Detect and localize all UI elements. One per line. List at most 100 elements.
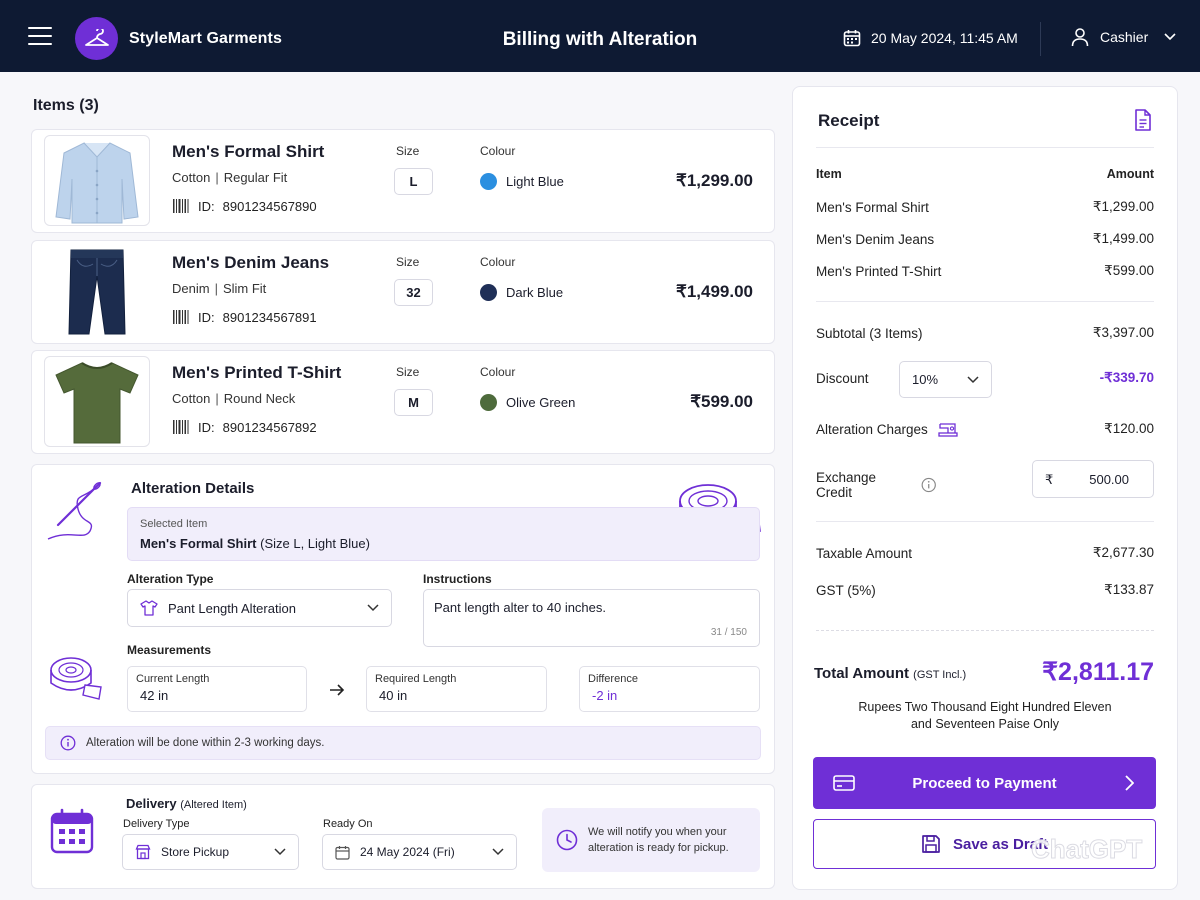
amount-in-words: Rupees Two Thousand Eight Hundred Eleven… xyxy=(816,699,1154,733)
page-title: Billing with Alteration xyxy=(502,29,698,50)
info-icon[interactable] xyxy=(921,477,936,493)
current-length-field[interactable]: Current Length 42 in xyxy=(127,666,307,712)
chevron-right-icon xyxy=(1125,775,1134,791)
hamburger-menu-icon[interactable] xyxy=(28,27,52,47)
taxable-row: Taxable Amount ₹2,677.30 xyxy=(816,545,1154,561)
calendar-icon xyxy=(843,30,861,47)
taxable-label: Taxable Amount xyxy=(816,545,913,561)
instructions-textarea[interactable]: Pant length alter to 40 inches. 31 / 150 xyxy=(423,589,760,647)
currency-symbol: ₹ xyxy=(1045,472,1054,487)
current-length-label: Current Length xyxy=(136,673,210,685)
item-price: ₹599.00 xyxy=(690,392,753,411)
item-name: Men's Formal Shirt xyxy=(172,142,325,161)
pickup-notice-line1: We will notify you when your xyxy=(588,826,727,838)
calendar-icon xyxy=(335,845,350,860)
watermark: ChatGPT xyxy=(1030,834,1143,865)
save-as-draft-button[interactable]: Save as Draft xyxy=(813,819,1156,869)
item-material: Cotton xyxy=(172,170,211,185)
discount-value: -₹339.70 xyxy=(1099,370,1154,385)
size-value[interactable]: L xyxy=(394,168,433,195)
barcode-icon xyxy=(173,420,189,434)
datetime-display: 20 May 2024, 11:45 AM xyxy=(843,29,1018,47)
id-value: 8901234567891 xyxy=(222,309,317,325)
exchange-credit-label: Exchange Credit xyxy=(816,470,877,500)
selected-item-name: Men's Formal Shirt xyxy=(140,536,257,551)
delivery-card: Delivery (Altered Item) Delivery Type St… xyxy=(31,784,775,889)
ready-on-select[interactable]: 24 May 2024 (Fri) xyxy=(322,834,517,870)
discount-select[interactable]: 10% xyxy=(899,361,992,398)
card-icon xyxy=(833,775,855,791)
datetime-text: 20 May 2024, 11:45 AM xyxy=(871,30,1018,46)
receipt-panel: Receipt Item Amount Men's Formal Shirt ₹1,… xyxy=(792,86,1178,890)
colour-swatch xyxy=(480,284,497,301)
receipt-line-amount: ₹1,299.00 xyxy=(1092,199,1154,214)
shirt-icon xyxy=(44,135,150,226)
colour-label: Colour xyxy=(480,365,516,379)
receipt-line: Men's Printed T-Shirt ₹599.00 xyxy=(816,263,1154,279)
brand-name: StyleMart Garments xyxy=(129,30,282,47)
alteration-charges-row: Alteration Charges ₹120.00 xyxy=(816,421,1154,437)
ready-on-label: Ready On xyxy=(323,818,373,830)
divider xyxy=(816,301,1154,302)
receipt-line: Men's Formal Shirt ₹1,299.00 xyxy=(816,199,1154,215)
receipt-line-item: Men's Formal Shirt xyxy=(816,199,929,215)
required-length-field[interactable]: Required Length 40 in xyxy=(366,666,547,712)
divider xyxy=(816,630,1154,631)
total-amount: ₹2,811.17 xyxy=(1042,658,1154,686)
discount-select-value: 10% xyxy=(912,372,939,387)
size-label: Size xyxy=(396,144,420,158)
size-value[interactable]: M xyxy=(394,389,433,416)
gst-label: GST (5%) xyxy=(816,582,876,598)
instructions-label: Instructions xyxy=(423,572,492,586)
document-icon[interactable] xyxy=(1133,109,1153,131)
proceed-to-payment-button[interactable]: Proceed to Payment xyxy=(813,757,1156,809)
item-fit: Slim Fit xyxy=(222,281,267,296)
subtotal-row: Subtotal (3 Items) ₹3,397.00 xyxy=(816,325,1154,341)
save-icon xyxy=(922,835,940,853)
pickup-notice-line2: alteration is ready for pickup. xyxy=(588,842,729,854)
size-value[interactable]: 32 xyxy=(394,279,433,306)
delivery-type-select[interactable]: Store Pickup xyxy=(122,834,299,870)
item-card[interactable]: Men's Formal Shirt Cotton | Regular Fit ID… xyxy=(31,129,775,233)
receipt-line-item: Men's Denim Jeans xyxy=(816,231,935,247)
required-length-value: 40 in xyxy=(379,688,408,703)
exchange-credit-input[interactable]: ₹ 500.00 xyxy=(1032,460,1154,498)
item-spec: Cotton | Round Neck xyxy=(172,391,296,406)
needle-thread-icon xyxy=(47,481,102,540)
chevron-down-icon xyxy=(1164,33,1176,41)
gst-value: ₹133.87 xyxy=(1104,582,1154,597)
item-material: Cotton xyxy=(172,391,211,406)
item-card[interactable]: Men's Denim Jeans Denim | Slim Fit ID: 8901… xyxy=(31,240,775,344)
alteration-note-text: Alteration will be done within 2-3 worki… xyxy=(86,737,325,749)
item-card[interactable]: Men's Printed T-Shirt Cotton | Round Neck … xyxy=(31,350,775,454)
difference-field: Difference -2 in xyxy=(579,666,760,712)
colour-swatch xyxy=(480,173,497,190)
items-heading: Items (3) xyxy=(33,97,99,114)
exchange-credit-row: Exchange Credit xyxy=(816,470,936,500)
colour-label: Colour xyxy=(480,144,516,158)
sewing-machine-icon xyxy=(938,423,958,437)
colour-value: Olive Green xyxy=(480,394,575,411)
item-id: ID: 8901234567891 xyxy=(172,309,317,325)
delivery-title-sub: (Altered Item) xyxy=(180,799,247,811)
shirt-outline-icon xyxy=(140,600,158,616)
exchange-credit-value: 500.00 xyxy=(1089,472,1129,487)
info-icon xyxy=(60,735,76,751)
pickup-notice-text: We will notify you when your alteration i… xyxy=(588,824,729,856)
discount-row: Discount -₹339.70 xyxy=(816,370,1154,386)
colour-name: Dark Blue xyxy=(506,285,564,300)
exchange-credit-label-wrap: Exchange Credit xyxy=(816,470,936,500)
subtotal-value: ₹3,397.00 xyxy=(1092,325,1154,340)
alteration-type-select[interactable]: Pant Length Alteration xyxy=(127,589,392,627)
alteration-details-card: Alteration Details Selected Item Men's F… xyxy=(31,464,775,774)
user-menu[interactable]: Cashier xyxy=(1070,27,1176,47)
store-icon xyxy=(135,844,151,860)
item-price: ₹1,299.00 xyxy=(676,171,753,190)
gst-row: GST (5%) ₹133.87 xyxy=(816,582,1154,598)
id-prefix: ID: xyxy=(198,309,215,325)
ready-on-value: 24 May 2024 (Fri) xyxy=(360,845,455,859)
selected-item-box: Selected Item Men's Formal Shirt (Size L… xyxy=(127,507,760,561)
pay-label: Proceed to Payment xyxy=(912,774,1057,792)
tshirt-icon xyxy=(44,356,150,447)
delivery-type-label: Delivery Type xyxy=(123,818,190,830)
